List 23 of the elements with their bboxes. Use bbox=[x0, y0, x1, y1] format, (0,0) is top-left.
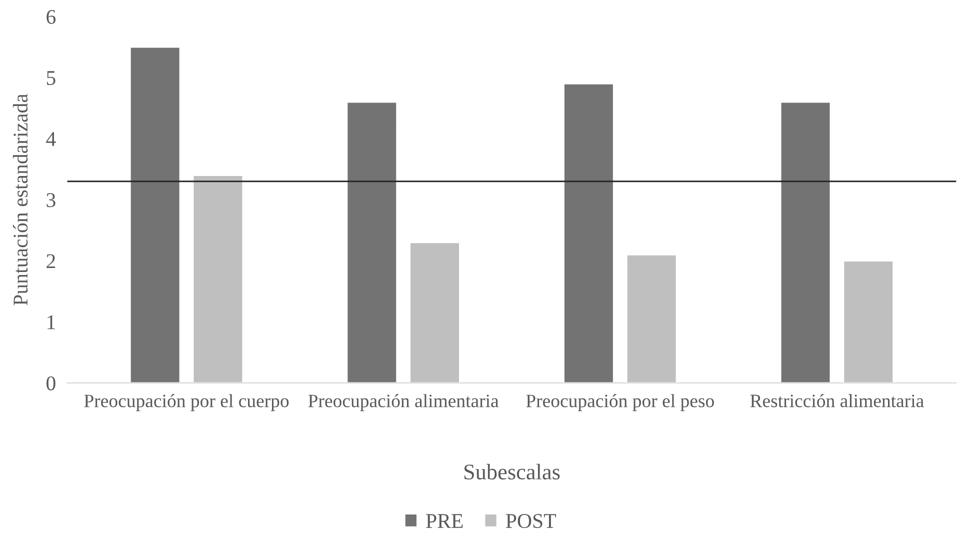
y-tick-label: 0 bbox=[46, 376, 56, 390]
x-tick-label: Restricción alimentaria bbox=[750, 394, 924, 408]
legend-label: PRE bbox=[426, 514, 463, 528]
y-tick-label: 2 bbox=[46, 254, 56, 268]
bar bbox=[780, 101, 832, 383]
bar bbox=[626, 254, 678, 383]
bar bbox=[129, 46, 181, 383]
y-tick-label: 6 bbox=[46, 10, 56, 24]
bar bbox=[346, 101, 398, 383]
bar bbox=[842, 260, 894, 383]
x-tick-label: Preocupación por el peso bbox=[526, 394, 714, 412]
x-tick-label: Preocupación alimentaria bbox=[308, 394, 499, 412]
x-tick-label: Preocupación por el cuerpo bbox=[84, 394, 289, 412]
y-tick-label: 5 bbox=[46, 71, 56, 86]
x-axis-title: Subescalas bbox=[464, 464, 560, 480]
y-tick-label: 4 bbox=[46, 132, 56, 146]
bar bbox=[409, 242, 460, 383]
bar bbox=[192, 174, 244, 383]
y-tick-label: 1 bbox=[48, 315, 55, 330]
y-axis-title: Puntuación estandarizada bbox=[12, 94, 28, 306]
bar bbox=[563, 83, 614, 383]
y-tick-label: 3 bbox=[46, 193, 56, 208]
legend-label: POST bbox=[506, 514, 556, 528]
